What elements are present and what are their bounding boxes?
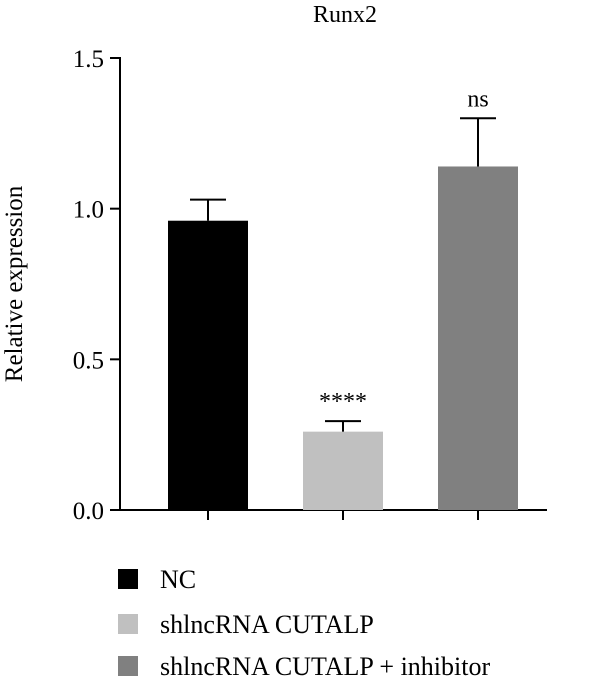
bars: **** ns: [168, 86, 518, 511]
legend-swatch: [118, 614, 138, 634]
legend-entry-label: shlncRNA CUTALP: [160, 610, 374, 639]
significance-label: ns: [467, 86, 488, 112]
bar-3: [438, 166, 518, 511]
bar-1: [168, 220, 248, 510]
y-tick-label: 0.0: [73, 498, 104, 525]
legend: NC shlncRNA CUTALP shlncRNA CUTALP + inhib…: [118, 565, 490, 677]
chart-title: Runx2: [313, 2, 377, 28]
legend-swatch: [118, 569, 138, 589]
legend-swatch: [118, 656, 138, 676]
y-tick-label: 1.5: [73, 46, 104, 73]
significance-label: ****: [319, 389, 367, 415]
legend-entry-label: shlncRNA CUTALP + inhibitor: [160, 652, 490, 677]
legend-entry-label: NC: [160, 565, 196, 594]
y-axis-label: Relative expression: [1, 185, 28, 382]
y-tick-label: 0.5: [73, 347, 104, 374]
bar-2: [303, 431, 383, 510]
y-tick-label: 1.0: [73, 197, 104, 224]
